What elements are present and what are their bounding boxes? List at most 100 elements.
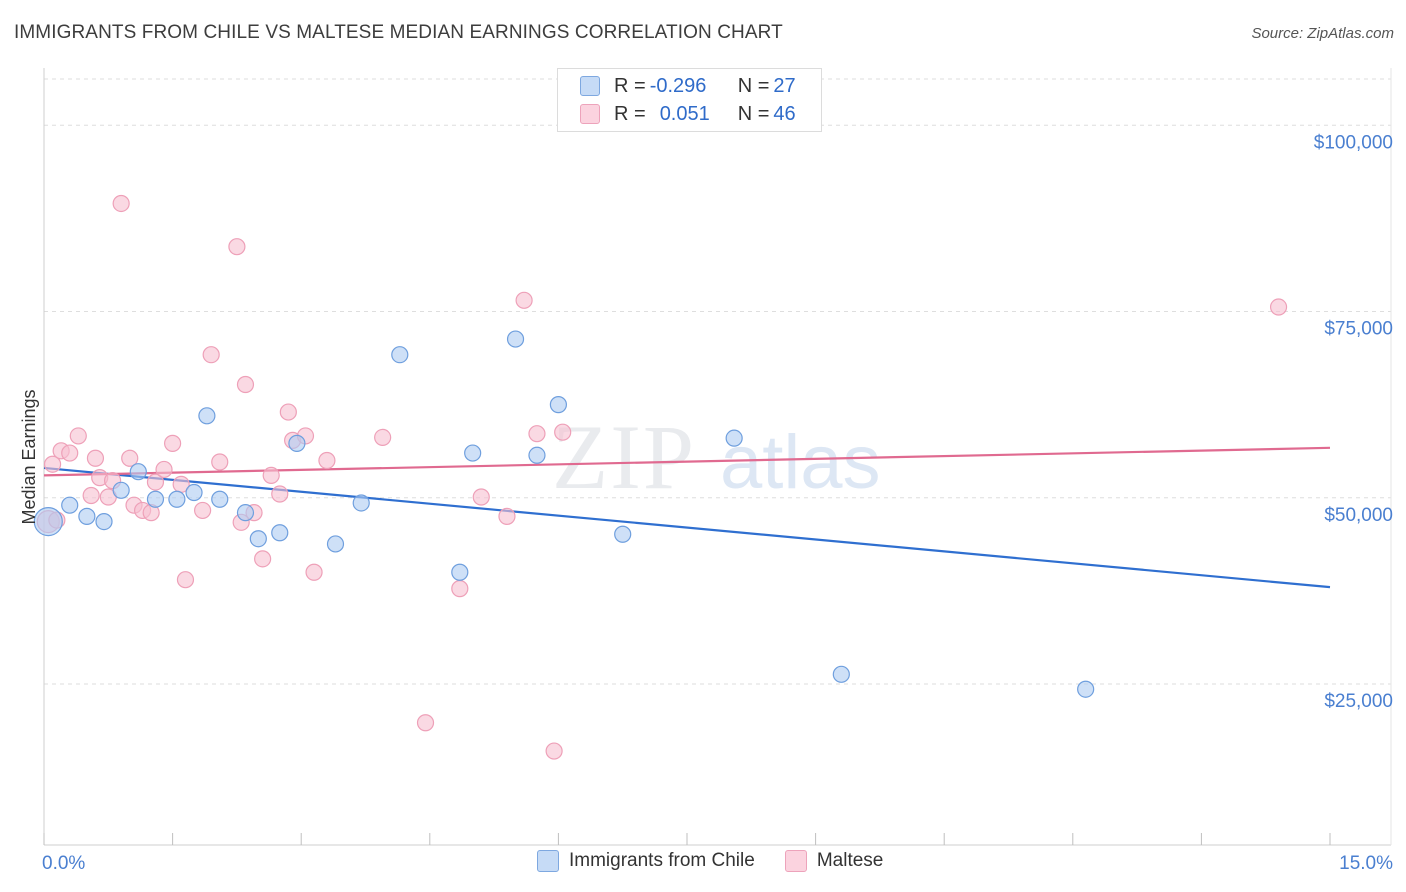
point-maltese-35 (416, 714, 435, 732)
point-chile-2 (78, 507, 96, 525)
point-maltese-36 (451, 580, 469, 598)
point-chile-24 (725, 429, 743, 447)
point-maltese-34 (374, 428, 392, 447)
point-chile-15 (326, 535, 345, 553)
legend-swatch-maltese (580, 104, 600, 124)
x-tick-labels: 0.0% 15.0% (42, 853, 1393, 874)
point-chile-1 (61, 496, 79, 514)
point-maltese-39 (515, 291, 533, 309)
point-chile-22 (549, 396, 568, 414)
point-chile-6 (146, 490, 165, 508)
point-chile-14 (288, 434, 306, 452)
point-maltese-16 (164, 434, 182, 452)
point-chile-12 (249, 530, 267, 548)
trend-line-maltese (43, 446, 1331, 477)
x-tick-label-min: 0.0% (42, 853, 85, 874)
trend-lines (43, 446, 1331, 589)
point-maltese-21 (211, 453, 229, 471)
point-chile-17 (391, 346, 409, 364)
chart-title: IMMIGRANTS FROM CHILE VS MALTESE MEDIAN … (14, 22, 783, 43)
point-chile-3 (95, 512, 113, 531)
point-maltese-20 (202, 346, 220, 364)
point-maltese-42 (554, 423, 572, 441)
watermark-atlas: atlas (720, 420, 881, 505)
x-ticks (43, 833, 1331, 845)
point-chile-7 (168, 490, 186, 508)
point-maltese-29 (279, 403, 297, 421)
point-chile-21 (528, 446, 546, 464)
point-maltese-38 (498, 507, 516, 525)
legend-n-label: N = (737, 74, 770, 97)
point-chile-18 (451, 563, 469, 581)
point-maltese-14 (146, 473, 165, 491)
point-chile-26 (1077, 680, 1095, 698)
y-tick-label-0: $25,000 (1324, 691, 1393, 712)
legend-r-value: -0.296 (649, 74, 707, 97)
x-tick-label-max: 15.0% (1339, 853, 1393, 874)
point-maltese-5 (82, 486, 100, 505)
legend-row-maltese: R = 0.051 N = 46 (580, 101, 796, 127)
series-legend-chile: Immigrants from Chile (537, 850, 755, 872)
watermark: ZIP atlas (552, 406, 881, 508)
correlation-legend: R = -0.296 N = 27 R = 0.051 N = 46 (557, 68, 822, 132)
y-tick-label-1: $50,000 (1324, 505, 1393, 526)
point-maltese-40 (528, 425, 546, 443)
series-legend: Immigrants from Chile Maltese (537, 850, 913, 872)
point-chile-16 (352, 494, 370, 512)
series-label-chile: Immigrants from Chile (569, 850, 755, 871)
point-maltese-33 (318, 451, 336, 470)
trend-line-chile (43, 466, 1331, 589)
point-chile-11 (236, 504, 255, 522)
point-maltese-1 (43, 455, 62, 473)
series-label-maltese: Maltese (816, 850, 884, 871)
point-maltese-10 (112, 194, 130, 213)
point-maltese-15 (155, 460, 173, 479)
point-maltese-6 (86, 449, 105, 467)
point-chile-10 (211, 490, 229, 508)
legend-n-value: 46 (773, 102, 796, 125)
y-axis-label: Median Earnings (19, 389, 39, 524)
point-chile-9 (198, 407, 216, 425)
legend-n-value: 27 (773, 74, 796, 97)
point-maltese-32 (305, 563, 323, 581)
point-maltese-4 (69, 427, 87, 445)
series-legend-maltese: Maltese (784, 850, 884, 872)
legend-row-chile: R = -0.296 N = 27 (580, 73, 796, 99)
point-maltese-22 (228, 238, 246, 256)
series-swatch-maltese (784, 850, 807, 872)
legend-r-value: 0.051 (659, 102, 710, 125)
point-maltese-27 (262, 466, 280, 484)
source-credit: Source: ZipAtlas.com (1251, 25, 1394, 42)
legend-r-label: R = (614, 102, 646, 125)
point-maltese-11 (121, 449, 139, 467)
point-chile-4 (112, 481, 130, 499)
legend-n-label: N = (737, 102, 770, 125)
point-maltese-37 (472, 488, 490, 506)
point-chile-8 (185, 483, 203, 502)
point-chile-5 (129, 463, 147, 481)
point-maltese-18 (176, 571, 195, 589)
point-maltese-26 (254, 550, 272, 568)
point-chile-25 (832, 665, 850, 683)
point-chile-23 (614, 525, 632, 543)
point-chile-13 (271, 524, 289, 542)
axes (43, 68, 1392, 846)
legend-swatch-chile (580, 76, 600, 96)
point-maltese-43 (1269, 298, 1288, 316)
y-tick-label-2: $75,000 (1324, 319, 1393, 340)
point-maltese-28 (271, 485, 289, 503)
y-tick-labels: $25,000 $50,000 $75,000 $100,000 (1314, 132, 1393, 712)
y-tick-label-3: $100,000 (1314, 132, 1393, 153)
point-maltese-41 (545, 742, 563, 760)
data-points (33, 194, 1288, 760)
point-maltese-3 (61, 444, 79, 462)
series-swatch-chile (537, 850, 559, 872)
point-chile-0 (33, 506, 63, 537)
legend-r-label: R = (614, 74, 646, 97)
watermark-zip: ZIP (552, 406, 696, 508)
point-chile-19 (464, 444, 482, 462)
point-maltese-19 (194, 501, 212, 520)
point-chile-20 (506, 330, 525, 348)
point-maltese-24 (236, 375, 255, 394)
